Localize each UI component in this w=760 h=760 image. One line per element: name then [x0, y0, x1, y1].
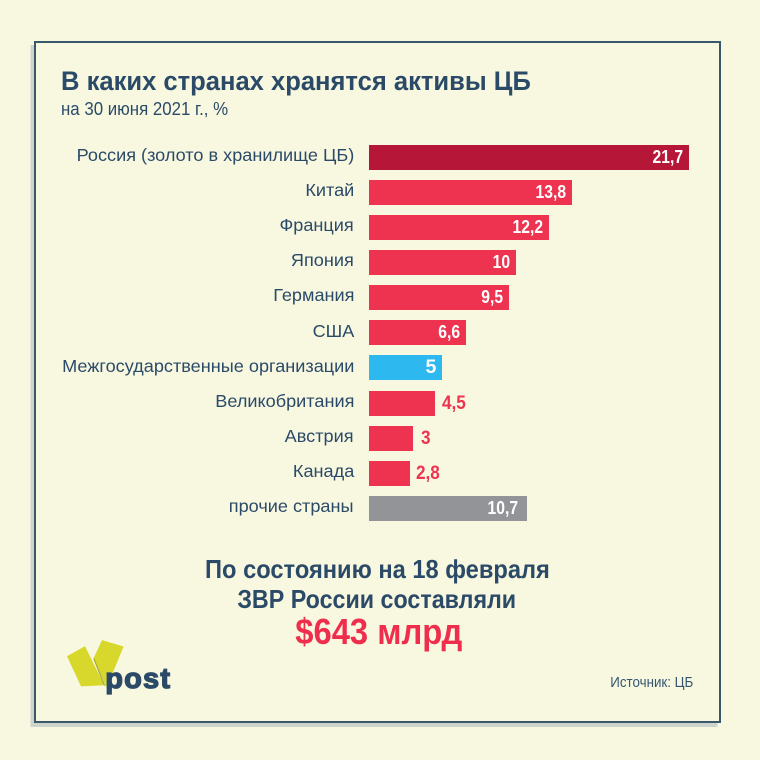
svg-text:post: post [105, 663, 171, 695]
